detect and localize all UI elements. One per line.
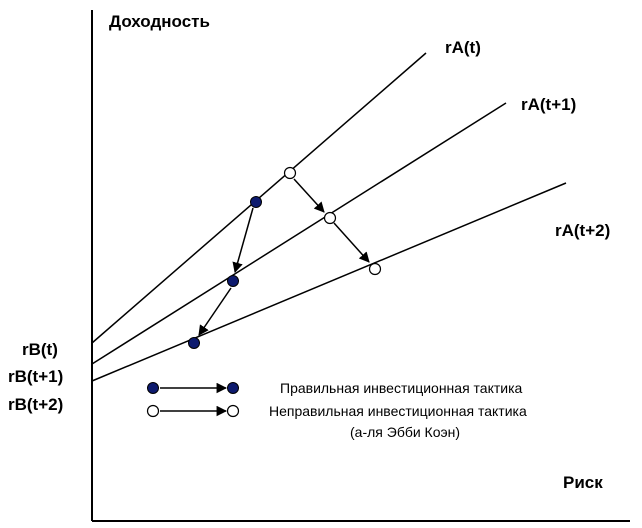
intercept-label-rB-t2: rB(t+2) (8, 395, 63, 414)
legend-correct-label: Правильная инвестиционная тактика (280, 380, 523, 396)
line-rA-t2 (91, 182, 567, 382)
legend-incorrect-end-dot (226, 404, 240, 418)
incorrect-point-t (283, 166, 297, 180)
incorrect-point-t1 (323, 211, 337, 225)
line-rA-t1 (91, 102, 507, 365)
intercept-label-rB-t: rB(t) (22, 340, 58, 359)
line-label-rA-t: rA(t) (445, 38, 481, 57)
line-label-rA-t2: rA(t+2) (555, 221, 610, 240)
legend-correct-end-dot (227, 382, 239, 394)
correct-arrow-1 (232, 207, 254, 274)
correct-arrow-2 (198, 287, 232, 336)
legend-incorrect-label: Неправильная инвестиционная тактика (269, 403, 527, 419)
incorrect-arrow-2 (333, 222, 370, 263)
incorrect-point-t2 (368, 262, 382, 276)
y-axis-title: Доходность (109, 12, 210, 31)
line-label-rA-t1: rA(t+1) (521, 95, 576, 114)
legend-incorrect-start-dot (146, 404, 160, 418)
correct-point-t1 (227, 275, 239, 287)
legend: Правильная инвестиционная тактика Неправ… (146, 380, 527, 440)
correct-point-t2 (188, 337, 200, 349)
incorrect-arrow-1 (293, 178, 325, 213)
legend-note: (а-ля Эбби Коэн) (350, 424, 460, 440)
legend-correct-start-dot (147, 382, 159, 394)
intercept-label-rB-t1: rB(t+1) (8, 367, 63, 386)
correct-point-t (250, 196, 262, 208)
x-axis-title: Риск (563, 473, 603, 492)
